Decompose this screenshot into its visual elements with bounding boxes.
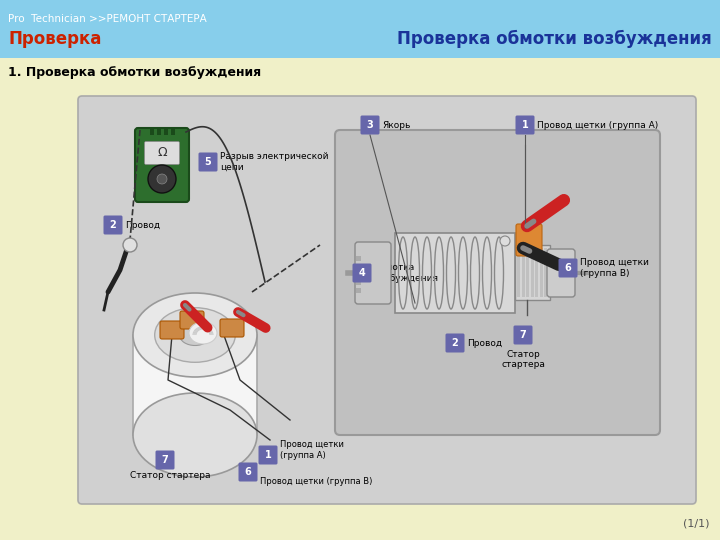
Text: 1: 1 xyxy=(265,450,271,460)
Bar xyxy=(526,248,529,297)
Text: 6: 6 xyxy=(245,467,251,477)
Text: 7: 7 xyxy=(161,455,168,465)
Ellipse shape xyxy=(179,325,210,346)
Bar xyxy=(544,248,547,297)
Bar xyxy=(150,129,154,135)
Bar xyxy=(521,248,524,297)
Text: Провод: Провод xyxy=(467,339,502,348)
Bar xyxy=(395,233,515,313)
Bar xyxy=(0,0,720,58)
Text: 2: 2 xyxy=(109,220,117,230)
Bar xyxy=(356,288,361,293)
Ellipse shape xyxy=(133,293,257,377)
Bar xyxy=(0,58,720,540)
FancyBboxPatch shape xyxy=(353,264,372,282)
Bar xyxy=(517,248,520,297)
Bar xyxy=(539,248,542,297)
FancyBboxPatch shape xyxy=(547,249,575,297)
FancyBboxPatch shape xyxy=(355,242,391,304)
Text: Провод: Провод xyxy=(125,220,160,230)
FancyBboxPatch shape xyxy=(559,259,577,278)
Bar xyxy=(535,248,538,297)
FancyBboxPatch shape xyxy=(516,224,542,256)
FancyBboxPatch shape xyxy=(361,116,379,134)
FancyBboxPatch shape xyxy=(104,215,122,234)
Ellipse shape xyxy=(155,308,235,362)
Text: 4: 4 xyxy=(359,268,365,278)
Text: Статор
стартера: Статор стартера xyxy=(501,350,545,369)
Text: 1. Проверка обмотки возбуждения: 1. Проверка обмотки возбуждения xyxy=(8,66,261,79)
FancyBboxPatch shape xyxy=(78,96,696,504)
Text: Провод щетки (группа В): Провод щетки (группа В) xyxy=(260,477,372,487)
Text: Обмотка
возбуждения: Обмотка возбуждения xyxy=(374,264,438,283)
Bar xyxy=(356,264,361,269)
Circle shape xyxy=(500,236,510,246)
Bar xyxy=(515,245,550,300)
FancyBboxPatch shape xyxy=(238,462,258,482)
Text: Разрыв электрической
цепи: Разрыв электрической цепи xyxy=(220,152,328,172)
Bar xyxy=(356,280,361,285)
FancyBboxPatch shape xyxy=(513,326,533,345)
FancyBboxPatch shape xyxy=(135,128,189,202)
Bar xyxy=(164,129,168,135)
Text: 7: 7 xyxy=(520,330,526,340)
Text: (1/1): (1/1) xyxy=(683,518,710,528)
FancyBboxPatch shape xyxy=(160,321,184,339)
FancyBboxPatch shape xyxy=(180,311,204,329)
Text: Pro  Technician >>РЕМОНТ СТАРТЕРА: Pro Technician >>РЕМОНТ СТАРТЕРА xyxy=(8,14,207,24)
Text: Статор стартера: Статор стартера xyxy=(130,470,210,480)
Text: 1: 1 xyxy=(521,120,528,130)
Ellipse shape xyxy=(189,322,217,344)
Circle shape xyxy=(157,174,167,184)
FancyBboxPatch shape xyxy=(133,335,257,435)
Text: Якорь: Якорь xyxy=(382,120,410,130)
Text: 5: 5 xyxy=(204,157,212,167)
Text: 6: 6 xyxy=(564,263,572,273)
Circle shape xyxy=(123,238,137,252)
Text: Проверка: Проверка xyxy=(8,30,102,48)
FancyBboxPatch shape xyxy=(516,116,534,134)
FancyBboxPatch shape xyxy=(145,141,179,165)
FancyBboxPatch shape xyxy=(258,446,277,464)
FancyBboxPatch shape xyxy=(156,450,174,469)
Text: 2: 2 xyxy=(451,338,459,348)
Ellipse shape xyxy=(133,393,257,477)
FancyBboxPatch shape xyxy=(446,334,464,353)
Text: Провод щетки
(группа В): Провод щетки (группа В) xyxy=(580,258,649,278)
FancyBboxPatch shape xyxy=(335,130,660,435)
Text: 3: 3 xyxy=(366,120,374,130)
Text: Провод щетки
(группа А): Провод щетки (группа А) xyxy=(280,440,344,460)
FancyBboxPatch shape xyxy=(220,319,244,337)
Bar xyxy=(531,248,534,297)
Bar xyxy=(157,129,161,135)
Circle shape xyxy=(148,165,176,193)
FancyBboxPatch shape xyxy=(199,152,217,172)
Text: Ω: Ω xyxy=(157,145,167,159)
Bar xyxy=(356,256,361,261)
Bar xyxy=(171,129,175,135)
Text: Проверка обмотки возбуждения: Проверка обмотки возбуждения xyxy=(397,30,712,48)
Bar xyxy=(356,272,361,277)
Text: Провод щетки (группа А): Провод щетки (группа А) xyxy=(537,120,658,130)
